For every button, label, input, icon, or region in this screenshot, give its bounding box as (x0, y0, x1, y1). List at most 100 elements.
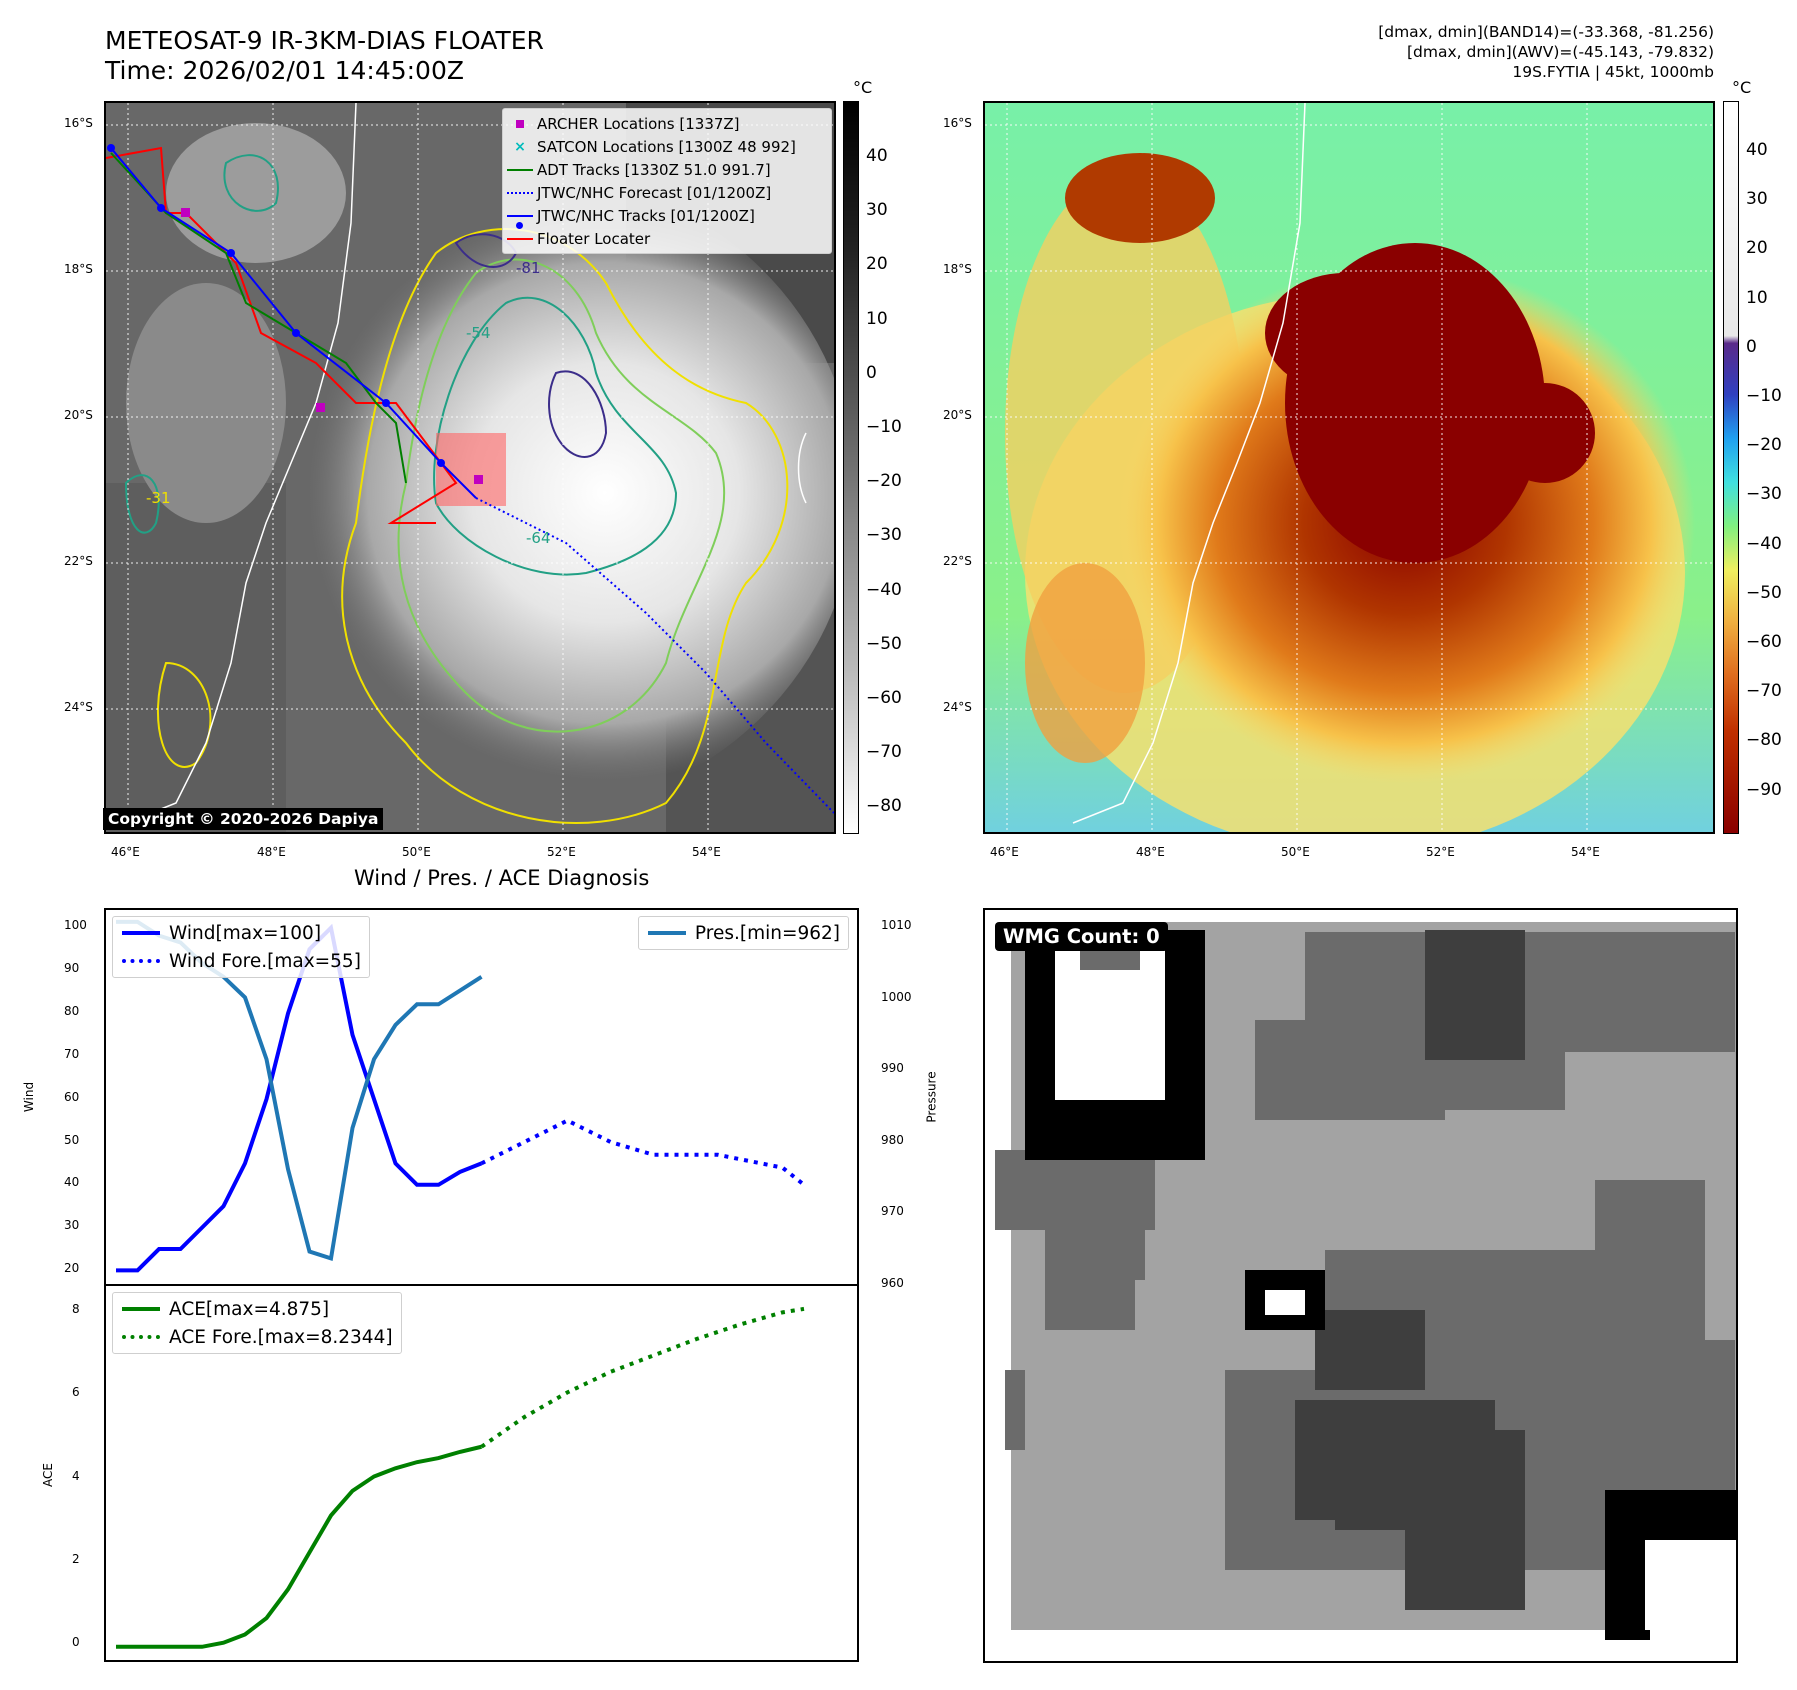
pressure-tick: 1010 (881, 918, 912, 932)
colorbar-right-tick: −10 (1746, 386, 1782, 406)
colorbar-right-tick: −60 (1746, 632, 1782, 652)
lat-label-16: 16°S (64, 116, 93, 130)
colorbar-left-tick: −80 (866, 796, 902, 817)
ace-tick: 6 (72, 1385, 80, 1400)
contour-81 (548, 370, 608, 458)
wind-tick: 100 (64, 918, 87, 932)
pres-legend: Pres.[min=962] (637, 916, 849, 950)
colorbar-left-tick: 10 (866, 308, 888, 329)
series-line-0-1 (480, 1118, 806, 1187)
awv-lat-label-18: 18°S (943, 262, 972, 276)
colorbar-right-tick: 10 (1746, 287, 1768, 308)
legend-wind: Wind[max=100] (113, 919, 361, 947)
wind-legend: Wind[max=100] Wind Fore.[max=55] (112, 916, 370, 978)
info-line-2: [dmax, dmin](AWV)=(-45.143, -79.832) (1407, 43, 1714, 61)
colorbar-right-tick: −30 (1746, 484, 1782, 505)
figure-title: METEOSAT-9 IR-3KM-DIAS FLOATER Time: 202… (105, 26, 544, 86)
wmg-image (991, 922, 1736, 1661)
ace-plot (116, 1306, 805, 1649)
colorbar-left-tick: 0 (866, 362, 877, 383)
lon-label-52: 52°E (547, 845, 576, 859)
ace-tick: 8 (72, 1302, 80, 1316)
wind-tick: 40 (64, 1175, 80, 1190)
title-line-1: METEOSAT-9 IR-3KM-DIAS FLOATER (105, 26, 544, 55)
ace-tick: 2 (72, 1551, 80, 1566)
lat-label-24: 24°S (64, 700, 93, 714)
legend-ace: ACE[max=4.875] (113, 1295, 393, 1323)
pressure-tick: 1000 (881, 989, 912, 1004)
pressure-tick: 970 (881, 1204, 904, 1218)
contour-label-54: -54 (466, 324, 491, 342)
pressure-tick: 960 (881, 1275, 904, 1290)
legend-pres: Pres.[min=962] (639, 919, 840, 947)
info-line-1: [dmax, dmin](BAND14)=(-33.368, -81.256) (1378, 23, 1714, 41)
copyright-label: Copyright © 2020-2026 Dapiya (103, 808, 384, 830)
awv-coastline (1072, 103, 1306, 824)
coastline (125, 103, 357, 824)
awv-map-image (985, 103, 1713, 832)
contour-label-31: -31 (146, 489, 171, 507)
ir-map-panel: -54 -64 -31 -81 ARCHER Locations [1337Z]… (104, 101, 836, 834)
legend-jtwc-tracks: JTWC/NHC Tracks [01/1200Z] (503, 204, 831, 229)
contour-label-81: -81 (516, 259, 541, 277)
legend-floater: Floater Locater (503, 227, 831, 250)
jtwc-forecast (475, 497, 834, 814)
colorbar-left-unit: °C (853, 78, 873, 97)
awv-lon-label-52: 52°E (1426, 845, 1455, 859)
colorbar-right-tick: −80 (1746, 730, 1782, 751)
awv-lat-label-24: 24°S (943, 700, 972, 714)
colorbar-left (843, 101, 859, 834)
lat-label-20: 20°S (64, 408, 93, 422)
wind-tick: 60 (64, 1089, 80, 1104)
wind-tick: 20 (64, 1261, 80, 1276)
floater-track (106, 146, 458, 524)
pressure-tick: 980 (881, 1132, 904, 1147)
colorbar-right-tick: −50 (1746, 582, 1782, 603)
wmg-panel: WMG Count: 0 (983, 908, 1738, 1663)
colorbar-left-tick: −40 (866, 579, 902, 600)
colorbar-left-tick: −10 (866, 417, 902, 437)
pressure-tick: 990 (881, 1061, 904, 1075)
colorbar-right-tick: 40 (1746, 140, 1768, 160)
series-line-2-0 (116, 1444, 482, 1649)
colorbar-right-tick: −40 (1746, 533, 1782, 554)
ace-axis-label: ACE (40, 1463, 55, 1487)
legend-wind-fore: Wind Fore.[max=55] (113, 947, 361, 975)
awv-gridlines (985, 103, 1713, 832)
colorbar-left-tick: 20 (866, 254, 888, 275)
colorbar-left-tick: −20 (866, 471, 902, 492)
legend-archer: ARCHER Locations [1337Z] (503, 112, 831, 135)
colorbar-right-unit: °C (1732, 78, 1752, 97)
awv-lat-label-22: 22°S (943, 554, 972, 568)
legend-jtwc-forecast: JTWC/NHC Forecast [01/1200Z] (503, 181, 831, 204)
wind-tick: 90 (64, 960, 80, 975)
title-line-2: Time: 2026/02/01 14:45:00Z (105, 56, 464, 85)
contour-31 (341, 228, 789, 824)
lon-label-50: 50°E (402, 845, 431, 859)
series-line-0-0 (116, 923, 483, 1273)
colorbar-left-tick: −30 (866, 525, 902, 546)
wmg-count-badge: WMG Count: 0 (995, 922, 1168, 951)
ace-tick: 0 (72, 1635, 80, 1650)
colorbar-right-tick: −90 (1746, 779, 1782, 800)
ace-panel: ACE[max=4.875] ACE Fore.[max=8.2344] (104, 1284, 859, 1662)
legend-adt: ADT Tracks [1330Z 51.0 991.7] (503, 158, 831, 181)
colorbar-right (1723, 101, 1739, 834)
wind-tick: 80 (64, 1003, 80, 1018)
awv-lon-label-46: 46°E (990, 845, 1019, 859)
colorbar-right-tick: −70 (1746, 681, 1782, 702)
legend-ace-fore: ACE Fore.[max=8.2344] (113, 1323, 393, 1351)
ace-tick: 4 (72, 1468, 80, 1483)
colorbar-left-tick: −50 (866, 633, 902, 654)
legend-satcon: × SATCON Locations [1300Z 48 992] (514, 137, 796, 156)
awv-lon-label-50: 50°E (1281, 845, 1310, 859)
contour-label-64: -64 (526, 529, 551, 547)
archer-locations (181, 208, 483, 484)
lon-label-46: 46°E (111, 845, 140, 859)
awv-lat-label-20: 20°S (943, 408, 972, 422)
wind-axis-label: Wind (22, 1081, 37, 1113)
awv-lon-label-54: 54°E (1571, 845, 1600, 859)
colorbar-left-tick: 30 (866, 200, 888, 221)
info-line-3: 19S.FYTIA | 45kt, 1000mb (1512, 63, 1714, 81)
colorbar-left-tick: −70 (866, 742, 902, 763)
